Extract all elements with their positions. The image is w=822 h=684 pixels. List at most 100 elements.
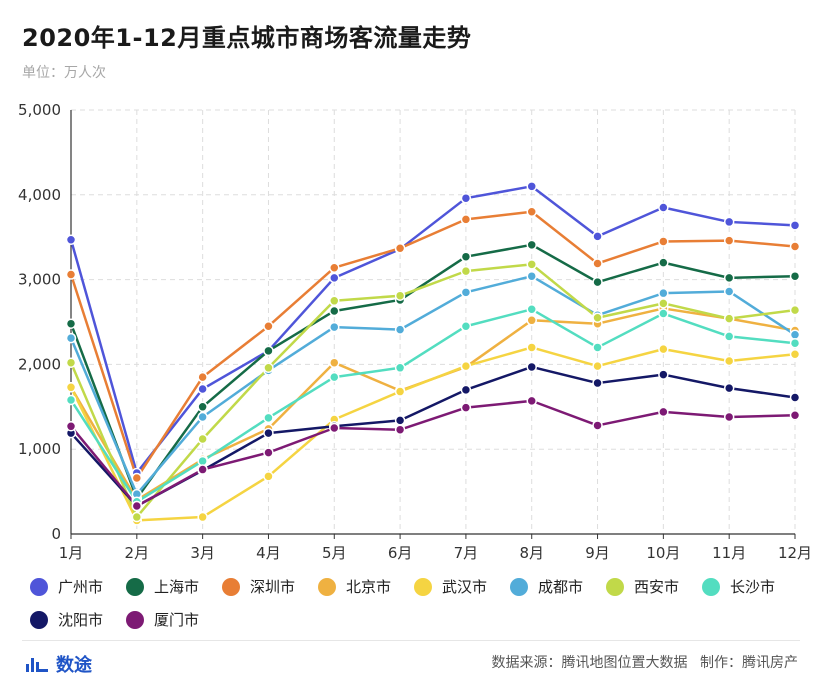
data-point [658, 287, 669, 299]
series-line [70, 399, 796, 508]
data-point [460, 214, 472, 225]
data-point [197, 371, 208, 383]
brand-logo: 数途 [26, 651, 92, 677]
data-point [460, 360, 472, 372]
legend-item[interactable]: 沈阳市 [30, 609, 103, 630]
data-point [460, 251, 472, 262]
data-point [789, 304, 801, 316]
legend-item[interactable]: 西安市 [606, 576, 679, 597]
data-point [658, 308, 669, 319]
data-point [65, 269, 77, 280]
line-chart: 0 1,000 2,000 3,000 4,000 5,000 1月 2月 3月 4月 5月 6月 7月… [18, 101, 812, 562]
data-point [131, 500, 143, 512]
data-point [65, 357, 77, 368]
legend-label: 沈阳市 [58, 611, 104, 629]
series-line [69, 274, 796, 496]
series-line [69, 210, 796, 480]
x-tick-label: 7月 [454, 544, 479, 562]
data-point [197, 455, 208, 467]
data-point [460, 192, 472, 204]
data-point [592, 377, 603, 389]
data-point [394, 362, 406, 374]
data-point [526, 304, 537, 315]
data-point [65, 332, 77, 344]
legend-swatch [510, 577, 528, 596]
data-point [592, 342, 603, 353]
legend-item[interactable]: 北京市 [318, 576, 391, 597]
brand-name: 数途 [56, 655, 92, 676]
y-tick-label: 5,000 [18, 101, 61, 119]
legend-item[interactable]: 厦门市 [126, 609, 199, 630]
x-tick-label: 2月 [125, 544, 150, 562]
data-point [526, 239, 537, 251]
data-point [65, 382, 77, 393]
data-point [526, 206, 537, 218]
data-point [592, 360, 603, 372]
data-point [723, 216, 735, 228]
y-tick-label: 3,000 [18, 271, 61, 289]
chart-title: 2020年1-12月重点城市商场客流量走势 [22, 24, 472, 52]
series-line [70, 365, 796, 508]
data-point [263, 345, 274, 357]
data-point [394, 290, 406, 301]
y-tick-label: 4,000 [18, 186, 61, 204]
data-point [723, 331, 735, 342]
data-point [329, 321, 340, 333]
legend-item[interactable]: 长沙市 [702, 576, 775, 597]
data-point [394, 242, 406, 254]
data-point [592, 420, 603, 431]
data-point [658, 257, 669, 268]
legend-swatch [606, 577, 624, 596]
data-point [460, 320, 472, 332]
data-point [789, 410, 801, 421]
unit-label: 单位：万人次 [22, 65, 106, 81]
x-tick-label: 11月 [712, 544, 746, 562]
data-point [197, 383, 208, 395]
data-point [460, 287, 472, 298]
x-tick-label: 10月 [646, 544, 680, 562]
data-point [329, 305, 340, 317]
data-point [460, 384, 472, 396]
data-point [723, 235, 735, 246]
data-source: 数据来源：腾讯地图位置大数据 [491, 655, 688, 671]
data-point [658, 236, 669, 247]
producer: 制作：腾讯房产 [700, 655, 798, 671]
legend-label: 成都市 [538, 578, 584, 596]
data-point [65, 234, 77, 245]
legend-item[interactable]: 广州市 [30, 576, 103, 597]
x-tick-label: 1月 [59, 544, 84, 562]
data-point [592, 276, 603, 288]
data-point [658, 202, 669, 213]
legend-item[interactable]: 深圳市 [222, 576, 295, 597]
data-point [394, 415, 406, 426]
legend-swatch [126, 577, 144, 596]
data-point [197, 411, 208, 423]
x-tick-label: 6月 [388, 544, 413, 562]
data-point [131, 472, 143, 484]
y-tick-label: 1,000 [18, 440, 61, 458]
x-tick-label: 8月 [519, 544, 544, 562]
data-point [592, 231, 603, 242]
series-line [69, 263, 796, 519]
legend-swatch [30, 610, 48, 629]
y-tick-label: 0 [51, 525, 61, 543]
legend-item[interactable]: 成都市 [510, 576, 583, 597]
data-point [329, 422, 340, 434]
data-point [789, 241, 801, 252]
data-point [197, 433, 208, 445]
legend-label: 武汉市 [442, 578, 488, 596]
data-point [329, 357, 340, 368]
legend-label: 西安市 [634, 578, 680, 596]
legend-item[interactable]: 上海市 [126, 576, 199, 597]
legend-swatch [222, 577, 240, 596]
data-point [592, 258, 603, 269]
data-point [723, 286, 735, 297]
legend-item[interactable]: 武汉市 [414, 576, 487, 597]
data-point [526, 315, 537, 326]
data-point [460, 265, 472, 277]
legend-label: 厦门市 [154, 611, 200, 629]
series-line [69, 185, 796, 475]
legend-label: 上海市 [154, 578, 200, 596]
legend-label: 长沙市 [730, 578, 776, 596]
legend-label: 广州市 [58, 578, 104, 596]
